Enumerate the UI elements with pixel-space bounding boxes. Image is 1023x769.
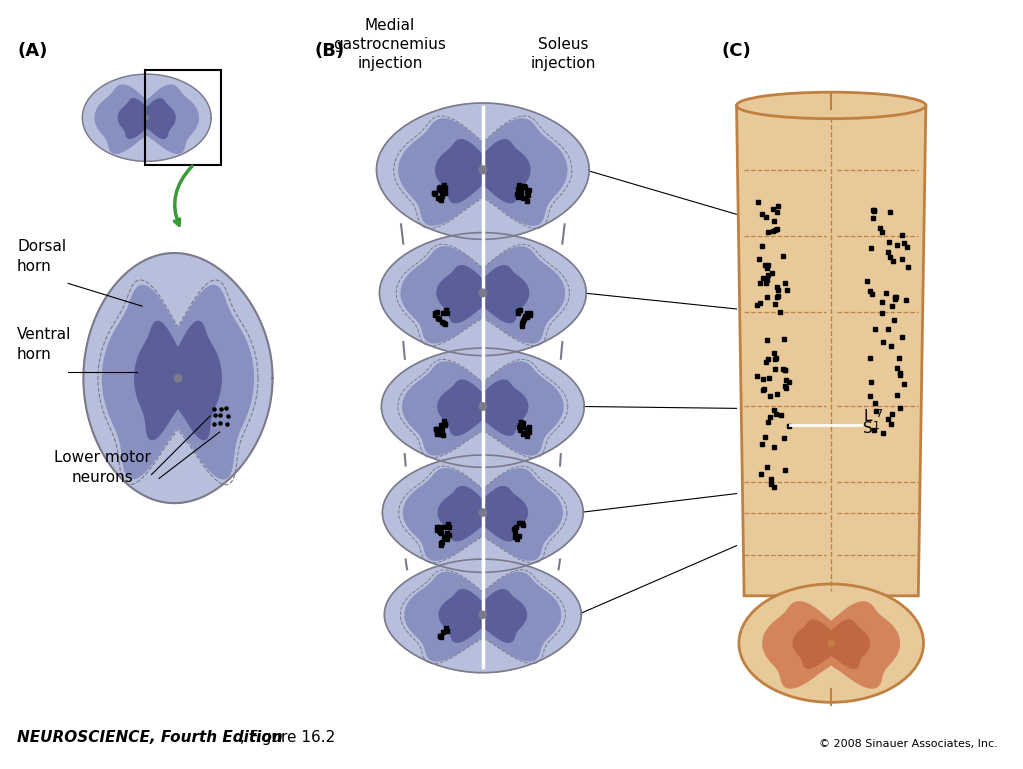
Polygon shape — [439, 590, 527, 642]
Polygon shape — [438, 380, 528, 435]
Polygon shape — [382, 348, 584, 468]
Ellipse shape — [737, 92, 926, 118]
Text: S: S — [863, 421, 874, 436]
Text: Dorsal
horn: Dorsal horn — [17, 239, 66, 274]
Polygon shape — [135, 321, 221, 440]
Polygon shape — [95, 85, 198, 153]
Polygon shape — [102, 285, 254, 479]
Polygon shape — [763, 602, 899, 688]
Polygon shape — [401, 247, 565, 343]
Text: NEUROSCIENCE, Fourth Edition: NEUROSCIENCE, Fourth Edition — [17, 730, 282, 744]
Circle shape — [479, 289, 487, 297]
Text: , Figure 16.2: , Figure 16.2 — [239, 730, 335, 744]
Ellipse shape — [739, 584, 924, 702]
Polygon shape — [376, 103, 589, 239]
Polygon shape — [437, 266, 529, 322]
Circle shape — [174, 375, 182, 382]
Polygon shape — [385, 559, 581, 673]
Polygon shape — [405, 572, 561, 661]
Circle shape — [828, 640, 835, 647]
Polygon shape — [438, 487, 527, 541]
Circle shape — [479, 403, 487, 410]
Text: L: L — [863, 408, 872, 424]
Text: Soleus
injection: Soleus injection — [531, 37, 596, 71]
Text: 7: 7 — [875, 409, 882, 419]
Polygon shape — [399, 119, 567, 225]
Text: (B): (B) — [314, 42, 345, 60]
Polygon shape — [737, 105, 926, 596]
Circle shape — [145, 116, 148, 120]
Polygon shape — [793, 620, 870, 668]
Text: 1: 1 — [873, 421, 880, 431]
Text: Ventral
horn: Ventral horn — [17, 328, 72, 362]
Bar — [145, 71, 221, 165]
Text: Medial
gastrocnemius
injection: Medial gastrocnemius injection — [333, 18, 446, 71]
Text: (C): (C) — [721, 42, 751, 60]
Text: Lower motor
neurons: Lower motor neurons — [54, 451, 150, 485]
Polygon shape — [119, 98, 175, 138]
Polygon shape — [380, 232, 586, 355]
Circle shape — [479, 166, 487, 174]
Circle shape — [479, 509, 487, 516]
Circle shape — [479, 611, 486, 618]
Polygon shape — [403, 362, 563, 455]
Text: (A): (A) — [17, 42, 47, 60]
Polygon shape — [383, 455, 583, 572]
Text: © 2008 Sinauer Associates, Inc.: © 2008 Sinauer Associates, Inc. — [818, 739, 997, 749]
Polygon shape — [436, 140, 530, 203]
Polygon shape — [83, 74, 211, 161]
Polygon shape — [84, 253, 272, 503]
Polygon shape — [403, 469, 563, 560]
